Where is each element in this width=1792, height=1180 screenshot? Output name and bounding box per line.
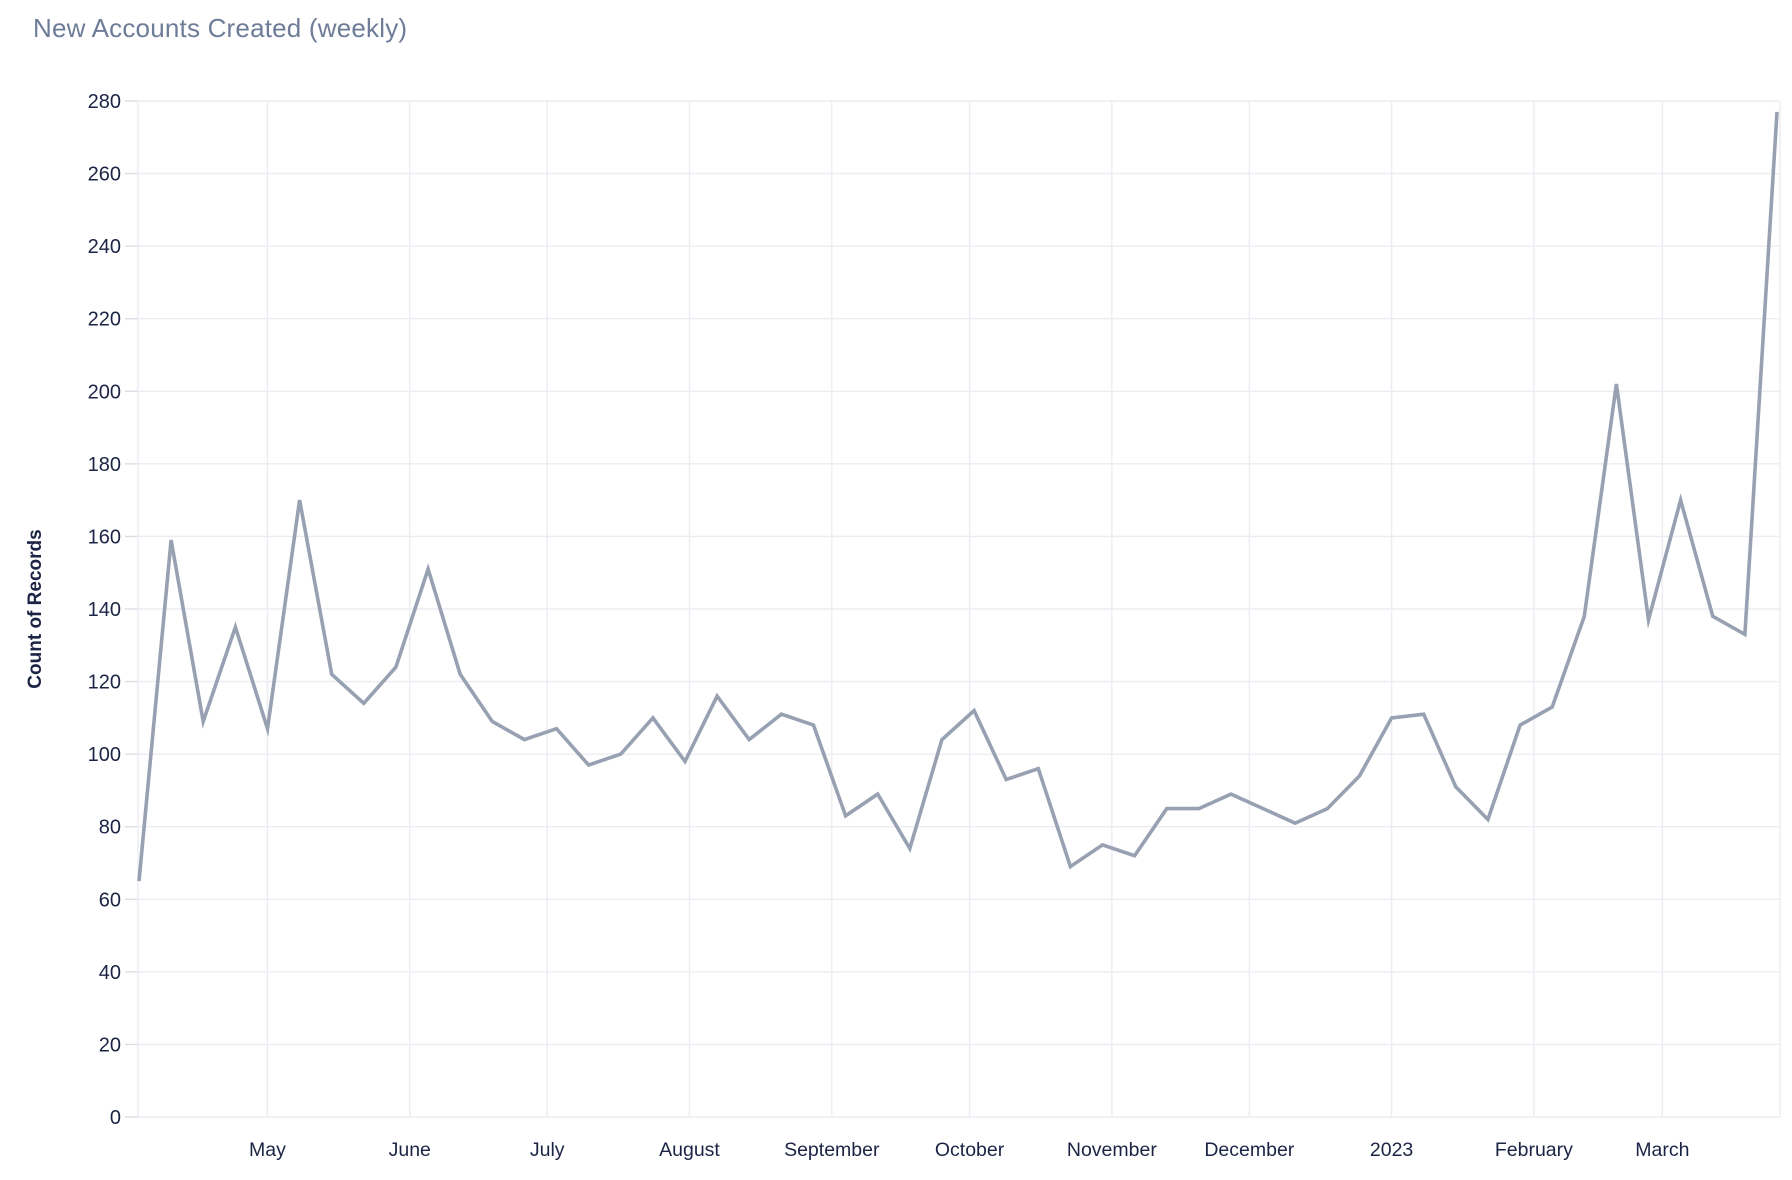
y-tick-label: 180 — [88, 454, 121, 476]
y-tick-label: 100 — [88, 744, 121, 766]
y-tick-label: 0 — [110, 1107, 121, 1129]
y-tick-label: 120 — [88, 672, 121, 694]
y-tick-label: 220 — [88, 309, 121, 331]
y-tick-label: 240 — [88, 236, 121, 258]
data-line-count-of-records — [137, 111, 1779, 882]
month-tick-label: March — [1635, 1139, 1689, 1161]
y-tick-label: 200 — [88, 381, 121, 403]
y-tick-label: 260 — [88, 164, 121, 186]
month-tick-label: December — [1204, 1139, 1294, 1161]
month-tick-label: July — [530, 1139, 565, 1161]
month-tick-label: February — [1495, 1139, 1573, 1161]
y-tick-label: 40 — [99, 962, 121, 984]
chart-title: New Accounts Created (weekly) — [33, 13, 408, 43]
y-tick-label: 20 — [99, 1034, 121, 1056]
month-tick-label: May — [249, 1139, 286, 1161]
month-tick-label: October — [935, 1139, 1005, 1161]
month-tick-label: August — [659, 1139, 720, 1161]
month-tick-label: September — [784, 1139, 880, 1161]
y-tick-label: 160 — [88, 526, 121, 548]
y-tick-label: 280 — [88, 91, 121, 113]
y-tick-label: 60 — [99, 889, 121, 911]
month-tick-label: 2023 — [1370, 1139, 1413, 1161]
month-tick-label: November — [1067, 1139, 1157, 1161]
y-tick-label: 80 — [99, 817, 121, 839]
y-tick-label: 140 — [88, 599, 121, 621]
month-tick-label: June — [389, 1139, 431, 1161]
